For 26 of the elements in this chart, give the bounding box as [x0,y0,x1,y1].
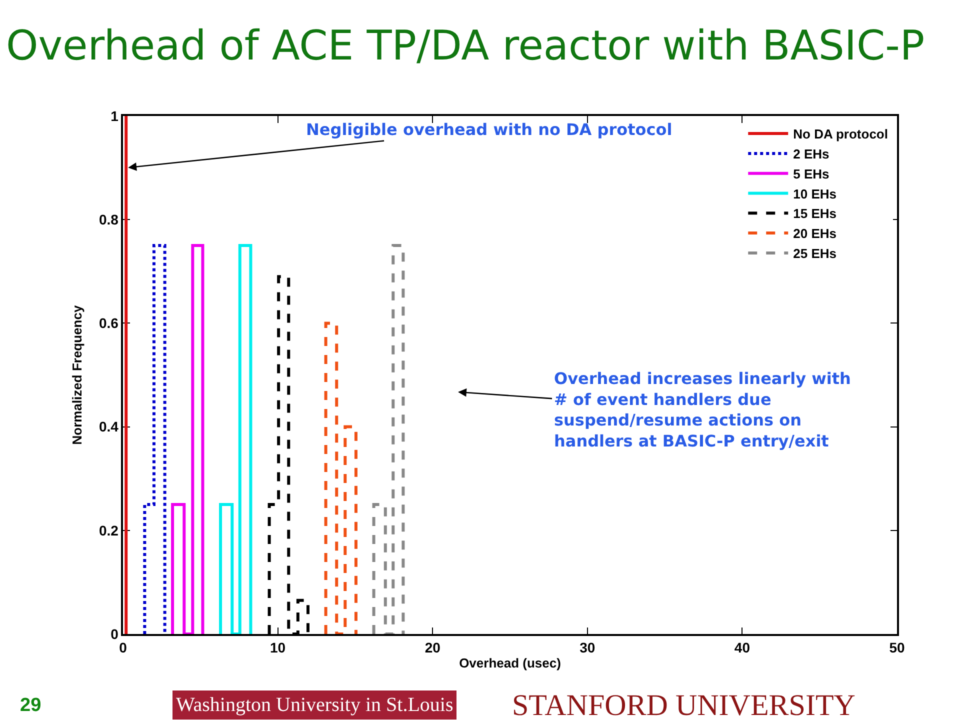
legend-label: 10 EHs [793,186,837,202]
annotation: Negligible overhead with no DA protocol [306,120,672,139]
x-tick-label: 50 [889,640,905,656]
legend-label: 5 EHs [793,166,830,182]
text: 29 [20,695,42,716]
y-axis-title: Normalized Frequency [69,304,84,445]
x-tick-label: 10 [270,640,286,656]
x-tick-label: 40 [734,640,750,656]
legend-label: 25 EHs [793,246,837,262]
legend-label: 20 EHs [793,226,837,242]
chart-title: Overhead of ACE TP/DA reactor with BASIC-P [6,21,925,70]
y-tick-label: 0.2 [98,522,119,538]
y-tick-label: 0.8 [98,212,119,228]
legend-label: 2 EHs [793,146,830,162]
legend-label: 15 EHs [793,206,837,222]
y-tick-label: 0.6 [98,315,119,332]
x-tick-label: 30 [580,640,596,656]
y-tick-label: 0.4 [98,418,119,435]
legend-label: No DA protocol [793,126,888,142]
text: STANFORD UNIVERSITY [512,689,856,720]
annotation: Overhead increases linearly with # of event handlers due suspend/resume actions on handlers at BASIC-P entry/exit [554,369,851,450]
y-tick-label: 1 [110,108,119,124]
x-tick-label: 20 [424,640,441,656]
y-tick-label: 0 [110,626,119,642]
x-axis-title: Overhead (usec) [459,656,561,671]
text: Washington University in St.Louis [176,694,454,716]
